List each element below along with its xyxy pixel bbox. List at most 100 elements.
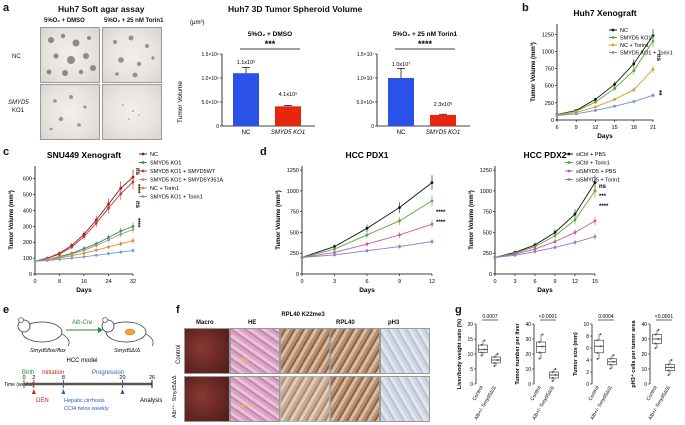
series-line <box>556 40 654 116</box>
series-point <box>553 231 557 234</box>
x-tick-label: 0 <box>300 279 303 285</box>
series-point <box>70 256 74 260</box>
spheroid-right-ytick-label: 1.0×10⁷ <box>357 76 374 82</box>
alb-cre-label: Alb-Cre <box>71 320 93 326</box>
box-rect <box>536 341 546 353</box>
birth-label: Birth <box>22 370 34 376</box>
box-point <box>551 371 554 373</box>
colonies-ko-torin1 <box>122 104 140 120</box>
timeline-arrow-icon <box>61 389 66 394</box>
legend-label: SMYD5 KO1 <box>150 161 181 167</box>
time-label: Time (weeks) <box>4 382 34 388</box>
histology-row-ko: Alb⁺ʳ⁻ Smyd5Δ/Δ <box>172 375 178 418</box>
box-point <box>654 333 657 336</box>
series-point <box>58 257 61 261</box>
x-tick-label: 12 <box>429 279 435 285</box>
soft-agar-photo-ko-dmso <box>40 84 100 140</box>
box-y-tick-label: 40 <box>525 322 531 328</box>
y-tick-label: 100 <box>23 256 32 262</box>
box-point <box>538 357 541 360</box>
timeline-tick-label: 26 <box>149 375 155 381</box>
box-y-tick-label: 30 <box>641 337 647 343</box>
panel-label-g: g <box>455 304 462 316</box>
box-y-tick-label: 15 <box>467 337 473 343</box>
box-pvalue: 0.0004 <box>598 314 614 320</box>
series-point <box>573 231 577 234</box>
spheroid-right-ytick-label: 0 <box>371 124 374 130</box>
x-axis-label: Days <box>359 287 375 294</box>
box-point <box>667 374 670 376</box>
spheroid-right-x-ko: SMYD5 KO1 <box>426 130 460 136</box>
series-line <box>494 220 596 258</box>
legend-label: SMYD5 KO1 <box>620 36 651 42</box>
legend-marker <box>141 178 145 181</box>
series-point <box>430 222 434 226</box>
box-y-tick-label: 20 <box>467 322 473 328</box>
box-point <box>657 338 660 340</box>
spheroid-left-value-ko: 4.1x10⁵ <box>279 91 298 98</box>
y-tick-label: 300 <box>23 224 32 230</box>
series-point <box>594 109 597 112</box>
spheroid-right-x-nc: NC <box>397 130 406 136</box>
panel-label-e: e <box>3 304 10 316</box>
y-tick-label: 1250 <box>287 168 299 174</box>
series-point <box>131 228 135 231</box>
box-point <box>554 368 557 370</box>
series-point <box>632 69 636 73</box>
ph3-control-photo <box>380 328 430 374</box>
panel-label-f: f <box>176 304 180 316</box>
k22me3-ko-photo <box>280 376 330 422</box>
spheroid-right-bars <box>388 68 456 126</box>
series-point <box>119 232 123 236</box>
x-axis-label: Days <box>537 287 553 294</box>
y-tick-label: 750 <box>545 67 554 73</box>
chart-title: HCC PDX2 <box>524 150 567 160</box>
box-point <box>496 353 499 355</box>
series-point <box>594 100 597 104</box>
box-point <box>554 374 557 376</box>
spheroid-left-ytick-label: 1.0×10⁶ <box>202 76 220 82</box>
box-y-tick-label: 4 <box>586 358 589 364</box>
box-pvalue: <0.0001 <box>539 314 557 320</box>
legend-label: SMYD5 KO1 + Torin1 <box>620 51 673 57</box>
box-point <box>538 351 541 354</box>
legend-marker <box>567 169 571 173</box>
cross-arrowhead-icon <box>98 327 103 333</box>
series-point <box>365 249 369 253</box>
timeline-ticks: 0 2 8 20 26 <box>22 375 155 394</box>
spheroid-left-x-ko: SMYD5 KO1 <box>271 130 305 136</box>
panel-label-d: d <box>260 146 267 158</box>
series-point <box>82 235 86 239</box>
spheroid-right-value-nc: 1.0x10⁷ <box>392 61 411 68</box>
box-point <box>670 366 673 369</box>
series-point <box>333 247 336 251</box>
histology-col-k22me3: RPL40 K22me3 <box>281 312 325 318</box>
series-point <box>632 100 636 103</box>
significance-annotation: ns <box>599 184 607 190</box>
box-y-tick-label: 10 <box>467 352 473 358</box>
series-point <box>33 259 37 263</box>
box-point <box>667 363 670 366</box>
chart-title: SNU449 Xenograft <box>47 150 121 160</box>
spheroid-right-bar <box>430 114 456 126</box>
box-y-tick-label: 6 <box>586 346 589 352</box>
box-point <box>493 362 496 364</box>
box-point <box>551 377 554 379</box>
series-point <box>398 245 401 248</box>
series-point <box>58 252 61 256</box>
series-point <box>430 240 434 243</box>
y-tick-label: 250 <box>545 101 554 107</box>
series-point <box>533 250 537 253</box>
series-point <box>70 254 74 258</box>
series-point <box>430 199 434 203</box>
snu449-xenograft-chart: SNU449 Xenograft 0 100 200 300 400 500 600 0 8 16 2… <box>8 150 224 294</box>
series-point <box>398 233 401 237</box>
box-y-tick-label: 30 <box>525 337 531 343</box>
tumor-label-he-ko: Tumor <box>237 403 252 409</box>
series-line <box>494 190 596 258</box>
x-tick-label: 12 <box>572 279 578 285</box>
series-point <box>131 249 135 252</box>
spheroid-left-x-nc: NC <box>242 130 251 136</box>
x-tick-label: 8 <box>58 279 61 285</box>
